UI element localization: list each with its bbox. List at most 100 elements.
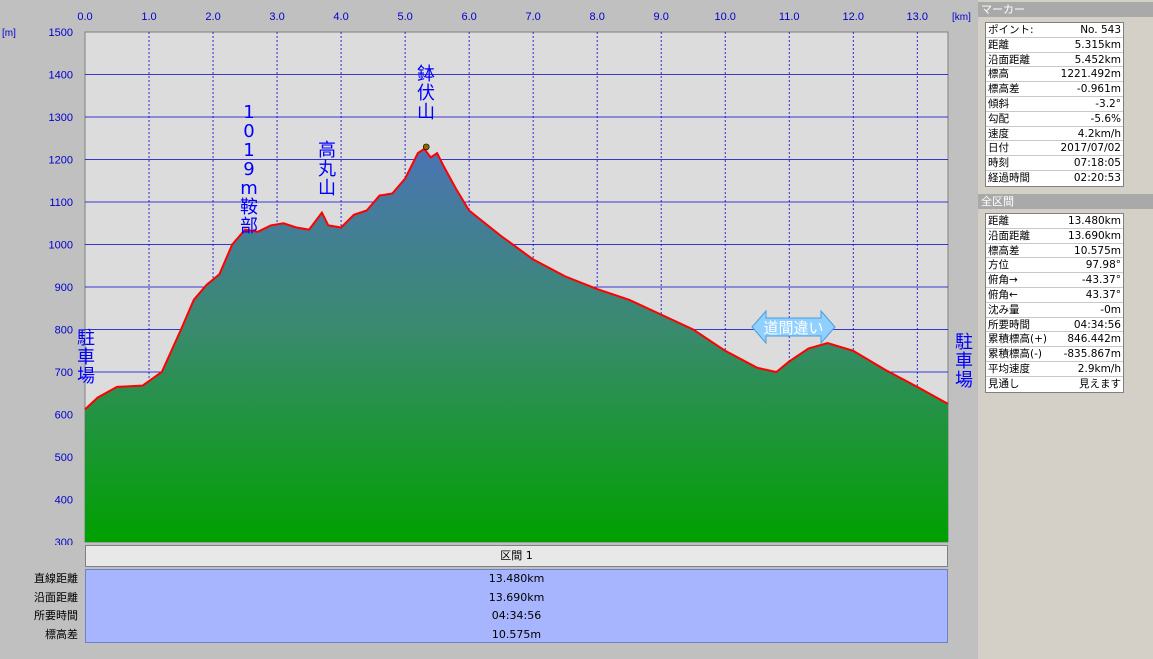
total-label: 俯角→ [988, 274, 1018, 287]
x-tick-label: 1.0 [141, 11, 156, 23]
x-tick-label: 11.0 [779, 11, 800, 23]
y-unit-label: [m] [2, 28, 16, 39]
marker-row: 沿面距離 5.452km [986, 53, 1123, 68]
section-value: 13.690km [488, 590, 545, 604]
x-tick-label: 8.0 [590, 11, 605, 23]
annotation-char: 山 [318, 178, 336, 199]
total-value: 43.37° [1085, 288, 1121, 301]
marker-value: 5.452km [1074, 53, 1121, 66]
total-row: 標高差 10.575m [986, 244, 1123, 259]
y-tick-label: 1500 [49, 27, 73, 39]
area-layer [84, 143, 949, 542]
marker-value: -0.961m [1076, 83, 1121, 96]
marker-value: -3.2° [1095, 97, 1121, 110]
x-tick-label: 5.0 [397, 11, 412, 23]
total-value: 13.480km [1067, 215, 1121, 227]
y-tick-label: 1100 [49, 197, 73, 209]
annotation-char: 鞍 [240, 197, 258, 218]
total-row: 方位 97.98° [986, 258, 1123, 274]
marker-row: 距離 5.315km [986, 38, 1123, 53]
section-label: 直線距離 [34, 572, 78, 585]
y-tick-label: 800 [55, 325, 73, 337]
total-value: 846.442m [1067, 333, 1121, 346]
total-row: 俯角→ -43.37° [986, 273, 1123, 288]
total-row: 距離 13.480km [986, 214, 1123, 229]
total-row: 累積標高(-) -835.867m [986, 347, 1123, 362]
annotation-start-parking: 駐車場 [77, 328, 95, 387]
total-label: 沈み量 [988, 303, 1020, 316]
marker-value: -5.6% [1090, 112, 1121, 125]
total-row: 見通し 見えます [986, 377, 1123, 392]
tick-layer: 0.0 1.0 2.0 3.0 4.0 5.0 6.0 7.0 8.0 9.0 10.0 11.0 12… [2, 11, 971, 545]
y-tick-label: 1300 [49, 112, 73, 124]
annotation-end-parking: 駐車場 [955, 332, 973, 391]
y-tick-label: 1200 [49, 155, 73, 167]
annotation-char: 1 [243, 102, 254, 123]
marker-panel: ポイント: No. 543 距離 5.315km 沿面距離 5.452km 標高 1221.4… [985, 22, 1124, 187]
y-tick-label: 700 [55, 367, 73, 379]
x-tick-label: 2.0 [205, 11, 220, 23]
marker-panel-title: マーカー [978, 2, 1153, 17]
x-tick-label: 3.0 [269, 11, 284, 23]
x-tick-label: 7.0 [525, 11, 540, 23]
annotation-char: 駐 [955, 332, 973, 353]
annotation-char: 高 [318, 140, 336, 161]
total-row: 平均速度 2.9km/h [986, 362, 1123, 377]
marker-value: 02:20:53 [1073, 171, 1121, 184]
y-tick-label: 900 [55, 282, 73, 294]
total-label: 俯角← [988, 288, 1018, 301]
y-tick-label: 400 [55, 495, 73, 507]
total-row: 沈み量 -0m [986, 303, 1123, 318]
annotation-char: m [240, 178, 258, 199]
x-tick-label: 0.0 [77, 11, 92, 23]
marker-row: 速度 4.2km/h [986, 127, 1123, 142]
marker-row: 傾斜 -3.2° [986, 97, 1123, 112]
elevation-line [84, 147, 949, 411]
total-panel-title: 全区間 [978, 194, 1153, 209]
annotation-char: 山 [417, 102, 435, 123]
total-value: 見えます [1079, 377, 1121, 390]
total-value: 04:34:56 [1073, 318, 1121, 331]
marker-row: 日付 2017/07/02 [986, 141, 1123, 157]
marker-value: No. 543 [1080, 24, 1121, 36]
total-label: 累積標高(-) [988, 348, 1042, 361]
y-tick-label: 600 [55, 410, 73, 422]
total-label: 累積標高(+) [988, 333, 1047, 346]
annotation-char: 駐 [77, 328, 95, 349]
total-value: 97.98° [1085, 259, 1121, 272]
total-value: -835.867m [1063, 348, 1121, 361]
marker-label: 距離 [988, 38, 1009, 51]
info-sidebar: マーカー ポイント: No. 543 距離 5.315km 沿面距離 5.452km 標高 1… [978, 0, 1153, 659]
y-tick-label: 1000 [49, 240, 73, 252]
annotation-char: 部 [240, 216, 258, 237]
total-label: 平均速度 [988, 362, 1030, 375]
y-tick-label: 300 [55, 537, 73, 545]
total-value: -0m [1100, 303, 1121, 316]
total-value: -43.37° [1081, 274, 1121, 287]
annotation-char: 0 [243, 121, 254, 142]
marker-label: 標高差 [988, 83, 1020, 96]
total-row: 累積標高(+) 846.442m [986, 332, 1123, 348]
x-tick-label: 12.0 [843, 11, 864, 23]
annotation-char: 場 [955, 370, 973, 391]
marker-label: 標高 [988, 68, 1009, 81]
annotation-char: 伏 [417, 83, 435, 104]
section-label: 所要時間 [34, 609, 78, 622]
section-values: 13.480km 13.690km 04:34:56 10.575m [85, 569, 948, 643]
annotation-hachibuseyama: 鉢伏山 [417, 64, 435, 123]
marker-label: 速度 [988, 127, 1009, 140]
x-tick-label: 10.0 [714, 11, 735, 23]
marker-label: 日付 [988, 142, 1009, 155]
x-tick-label: 9.0 [654, 11, 669, 23]
annotation-char: 丸 [318, 159, 336, 180]
y-tick-label: 500 [55, 452, 73, 464]
annotation-char: 鉢 [417, 64, 435, 85]
annotation-char: 9 [243, 159, 254, 180]
section-header: 区間 1 [85, 545, 948, 567]
marker-row: 標高差 -0.961m [986, 82, 1123, 97]
section-value: 13.480km [488, 572, 545, 585]
annotation-char: 車 [955, 351, 973, 372]
marker-row: 時刻 07:18:05 [986, 156, 1123, 171]
